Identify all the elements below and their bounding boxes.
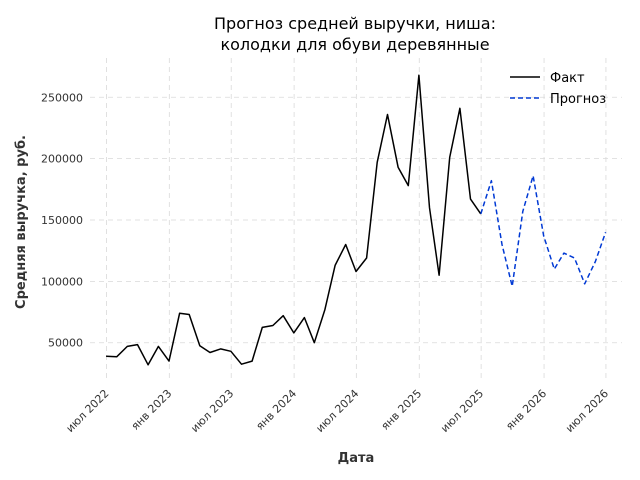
chart-title-line1: Прогноз средней выручки, ниша: (214, 14, 496, 33)
series-line-1 (480, 175, 607, 288)
y-tick-label: 100000 (41, 275, 83, 288)
y-tick-label: 200000 (41, 153, 83, 166)
x-tick-label: июл 2025 (438, 387, 486, 435)
legend-label-0: Факт (550, 71, 585, 86)
x-tick-label: янв 2026 (503, 387, 549, 433)
y-tick-label: 150000 (41, 214, 83, 227)
series-line-0 (106, 74, 482, 366)
x-tick-label: июл 2026 (563, 387, 611, 435)
x-tick-label: янв 2024 (253, 387, 299, 433)
y-tick-label: 250000 (41, 91, 83, 104)
y-tick-label: 50000 (48, 337, 83, 350)
x-axis-label: Дата (338, 451, 375, 466)
legend: Факт Прогноз (510, 71, 606, 107)
x-tick-label: янв 2023 (129, 387, 175, 433)
x-tick-label: июл 2022 (63, 387, 111, 435)
grid-layer (90, 58, 622, 382)
x-tick-label: июл 2024 (313, 387, 361, 435)
tick-layer: 50000 100000 150000 200000 250000 июл 2022 янв… (41, 91, 611, 435)
y-axis-label: Средняя выручка, руб. (14, 135, 29, 309)
x-tick-label: июл 2023 (188, 387, 236, 435)
series-layer (106, 74, 607, 366)
legend-label-1: Прогноз (550, 92, 606, 107)
chart-title-line2: колодки для обуви деревянные (220, 35, 489, 54)
x-tick-label: янв 2025 (379, 387, 425, 433)
